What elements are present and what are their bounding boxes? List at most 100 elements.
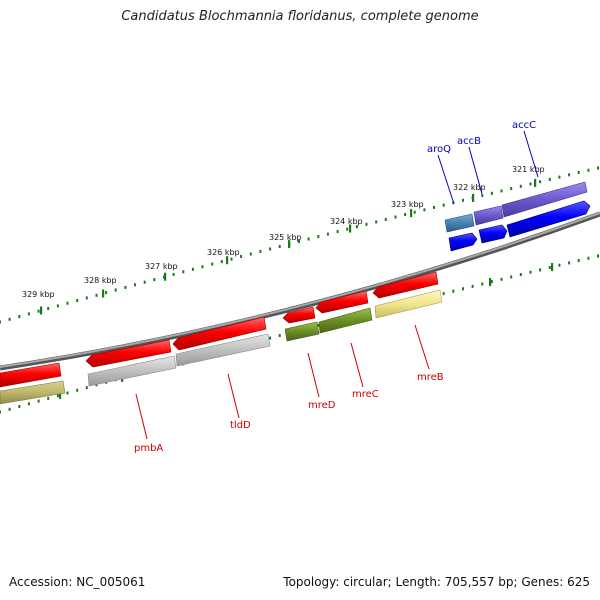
tick-dot [124, 285, 127, 289]
gene-arrow-left-red[interactable] [0, 362, 62, 388]
gene-label-mreB[interactable]: mreB [417, 372, 444, 383]
gene-arrow-accB-rev[interactable] [478, 224, 508, 244]
tick-dot [510, 187, 513, 191]
tick-dot [558, 263, 561, 267]
tick-dot [317, 235, 320, 238]
gene-arrow-aroQ-rev[interactable] [448, 232, 478, 252]
tick-dot [587, 168, 590, 172]
tick-dot [510, 275, 513, 279]
tick-dot [8, 317, 11, 321]
gene-arrow-mreB-red[interactable] [372, 271, 439, 299]
tick-dot [153, 278, 156, 282]
tick-dot [597, 254, 599, 258]
tick-major [40, 306, 43, 315]
tick-label-322: 322 kbp [453, 183, 486, 192]
tick-dot [143, 280, 146, 284]
tick-dot [37, 399, 40, 403]
gene-arrow-mreC-red[interactable] [315, 290, 369, 314]
tick-dot [490, 280, 493, 284]
tick-dot [27, 312, 30, 316]
reverse-strand-genes [0, 271, 439, 388]
tick-dot [326, 232, 329, 236]
gene-label-mreD[interactable]: mreD [308, 400, 336, 411]
tick-dot [375, 220, 378, 224]
leader-accB [468, 146, 483, 195]
tick-dot [220, 260, 223, 264]
tick-dot [27, 402, 30, 406]
tick-dot [278, 245, 281, 248]
leader-aroQ [437, 154, 455, 205]
tick-label-321: 321 kbp [512, 165, 545, 174]
tick-major [489, 278, 492, 287]
tick-dot [211, 262, 214, 266]
tick-dot [558, 175, 561, 179]
gene-label-pmbA[interactable]: pmbA [134, 443, 163, 454]
feature-bar-mreC[interactable] [318, 307, 373, 334]
gene-arrow-accC-rev[interactable] [506, 200, 591, 238]
tick-dot [568, 261, 571, 265]
feature-bar-pmbA[interactable] [87, 355, 177, 387]
label-leaders [135, 130, 539, 440]
tick-label-323: 323 kbp [391, 200, 424, 209]
gene-arrow-mreD-red[interactable] [282, 306, 316, 324]
tick-dot [519, 273, 522, 277]
gene-arrow-accB[interactable] [473, 205, 504, 226]
gene-arrow-aroQ[interactable] [444, 213, 475, 233]
tick-dot [269, 247, 272, 251]
gene-label-tldD[interactable]: tldD [230, 420, 251, 431]
tick-dot [37, 309, 40, 313]
tick-dot [240, 255, 243, 258]
tick-label-325: 325 kbp [269, 233, 302, 242]
tick-dot [56, 394, 59, 398]
tick-dot [230, 257, 233, 261]
tick-dot [249, 252, 252, 256]
topology-text: Topology: circular; Length: 705,557 bp; … [283, 575, 590, 589]
tick-dot [95, 383, 98, 387]
tick-major [59, 391, 62, 400]
tick-dot [18, 315, 21, 319]
tick-dot [0, 320, 1, 324]
tick-dot [577, 171, 580, 174]
tick-dot [76, 388, 79, 392]
tick-dot [433, 205, 435, 209]
gene-arrow-tldD-red[interactable] [172, 316, 267, 351]
gene-arrow-pmbA-red[interactable] [85, 339, 172, 368]
tick-dot [259, 250, 262, 253]
tick-dot [346, 227, 349, 231]
gene-label-mreC[interactable]: mreC [352, 389, 379, 400]
gene-label-aroQ[interactable]: aroQ [427, 144, 451, 155]
tick-dot [548, 177, 551, 181]
feature-bar-left[interactable] [0, 380, 66, 405]
tick-label-324: 324 kbp [330, 217, 363, 226]
feature-bar-mreB[interactable] [374, 289, 443, 319]
tick-dot [114, 288, 117, 292]
feature-bars [0, 289, 443, 405]
tick-dot [278, 334, 281, 337]
tick-dot [18, 405, 21, 408]
tick-dot [577, 259, 580, 263]
tick-major [226, 256, 229, 265]
tick-dot [452, 289, 455, 293]
gene-label-accB[interactable]: accB [457, 136, 481, 147]
leader-tldD [227, 373, 240, 419]
tick-major [472, 193, 475, 202]
feature-bar-tldD[interactable] [175, 333, 271, 367]
tick-dot [519, 184, 522, 188]
feature-bar-mreD[interactable] [284, 321, 320, 342]
tick-dot [172, 272, 175, 276]
accession-text: Accession: NC_005061 [9, 575, 146, 589]
tick-dot [548, 266, 551, 269]
tick-major [164, 272, 167, 281]
gene-label-accC[interactable]: accC [512, 120, 536, 131]
gene-arrow-accC[interactable] [501, 181, 588, 218]
tick-dot [539, 268, 542, 272]
tick-dot [500, 189, 503, 193]
tick-dot [471, 284, 474, 288]
tick-row-top [0, 166, 599, 324]
tick-dot [384, 217, 387, 221]
tick-dot [105, 291, 108, 295]
tick-dot [462, 198, 464, 202]
tick-dot [66, 391, 69, 395]
tick-dot [66, 301, 69, 305]
tick-label-327: 327 kbp [145, 262, 178, 271]
